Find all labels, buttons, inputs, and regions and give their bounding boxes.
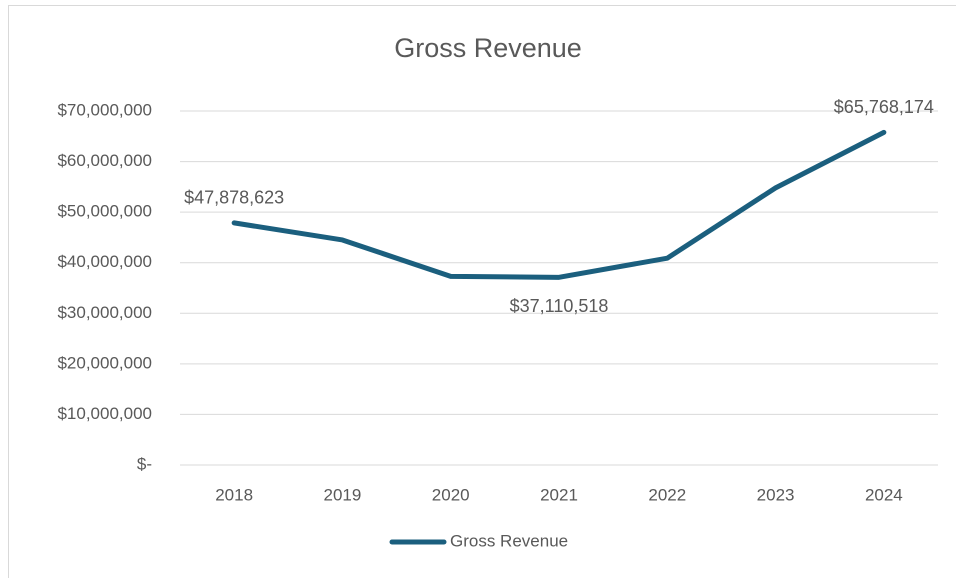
data-label: $65,768,174 — [834, 97, 934, 117]
x-tick-label: 2024 — [865, 485, 903, 504]
y-tick-label: $20,000,000 — [57, 353, 152, 372]
x-tick-label: 2021 — [540, 485, 578, 504]
x-tick-label: 2020 — [432, 485, 470, 504]
y-tick-label: $- — [137, 454, 152, 473]
y-tick-label: $60,000,000 — [57, 151, 152, 170]
y-tick-label: $30,000,000 — [57, 303, 152, 322]
data-label: $37,110,518 — [510, 296, 609, 316]
y-tick-label: $70,000,000 — [57, 100, 152, 119]
x-tick-label: 2018 — [215, 485, 253, 504]
line-series — [231, 129, 887, 280]
y-tick-label: $50,000,000 — [57, 202, 152, 221]
legend-label: Gross Revenue — [450, 531, 568, 550]
y-tick-label: $10,000,000 — [57, 404, 152, 423]
data-label: $47,878,623 — [184, 188, 284, 208]
y-tick-label: $40,000,000 — [57, 252, 152, 271]
chart-title: Gross Revenue — [394, 33, 582, 63]
x-tick-label: 2019 — [324, 485, 362, 504]
x-tick-label: 2022 — [648, 485, 686, 504]
chart-border — [8, 5, 956, 578]
x-tick-label: 2023 — [757, 485, 795, 504]
